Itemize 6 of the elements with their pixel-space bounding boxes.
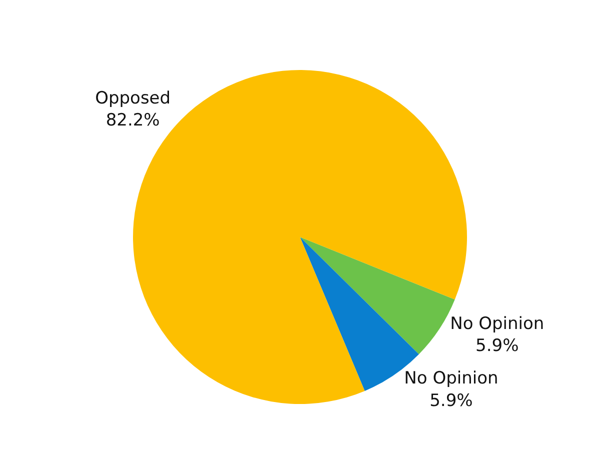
data-label: 5.9% — [476, 336, 519, 356]
data-label: 5.9% — [430, 390, 473, 411]
slice-label: No Opinion — [404, 368, 498, 389]
slice-label: No Opinion — [450, 314, 544, 334]
slice-label: Opposed — [95, 88, 171, 108]
data-label: 82.2% — [106, 110, 160, 130]
